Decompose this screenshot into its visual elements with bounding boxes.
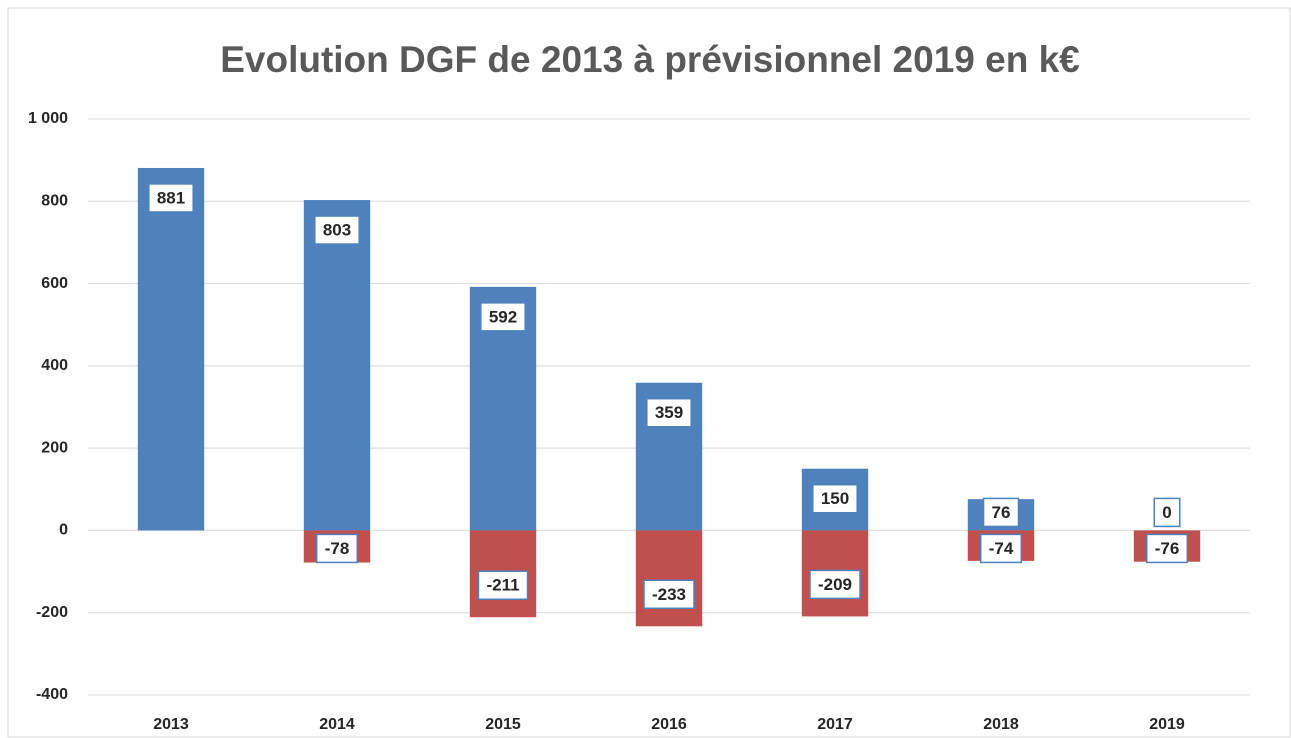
- data-label: -74: [989, 539, 1014, 558]
- x-tick-label: 2017: [817, 716, 853, 733]
- x-tick-label: 2018: [983, 716, 1019, 733]
- y-tick-label: 600: [41, 275, 68, 292]
- y-tick-label: 400: [41, 357, 68, 374]
- data-label-box: [646, 397, 692, 428]
- data-label: 803: [323, 221, 351, 240]
- data-label: -78: [325, 539, 350, 558]
- x-tick-label: 2016: [651, 716, 687, 733]
- bar: [137, 167, 205, 531]
- data-label-box: [982, 497, 1020, 528]
- bar: [303, 200, 371, 531]
- data-label-box: [643, 579, 695, 610]
- data-label-box: [1145, 533, 1189, 564]
- data-label: -76: [1155, 539, 1180, 558]
- x-tick-label: 2015: [485, 716, 521, 733]
- data-label-box: [812, 483, 858, 514]
- y-tick-label: 800: [41, 193, 68, 210]
- y-tick-label: 1 000: [28, 110, 68, 127]
- x-tick-label: 2013: [153, 716, 189, 733]
- data-label-box: [809, 569, 861, 600]
- bar: [635, 530, 703, 627]
- data-label: 150: [821, 489, 849, 508]
- x-tick-label: 2019: [1149, 716, 1185, 733]
- y-tick-label: -400: [36, 686, 68, 703]
- y-tick-label: 200: [41, 439, 68, 456]
- data-label: -209: [818, 575, 852, 594]
- data-label: 592: [489, 307, 517, 326]
- y-tick-label: -200: [36, 604, 68, 621]
- data-label-box: [979, 533, 1023, 564]
- y-tick-label: 0: [59, 522, 68, 539]
- data-label-box: [315, 533, 359, 564]
- data-label-box: [314, 215, 360, 245]
- data-label: 0: [1162, 503, 1171, 522]
- data-label-box: [477, 570, 529, 600]
- data-label: -233: [652, 585, 686, 604]
- data-label: 359: [655, 403, 683, 422]
- chart-title: Evolution DGF de 2013 à prévisionnel 201…: [220, 39, 1080, 80]
- x-tick-label: 2014: [319, 716, 355, 733]
- data-label: 881: [157, 188, 185, 207]
- data-label-box: [480, 302, 526, 332]
- data-label-box: [148, 183, 194, 213]
- data-label: 76: [992, 503, 1011, 522]
- data-label: -211: [486, 576, 519, 595]
- data-label-box: [1153, 497, 1181, 528]
